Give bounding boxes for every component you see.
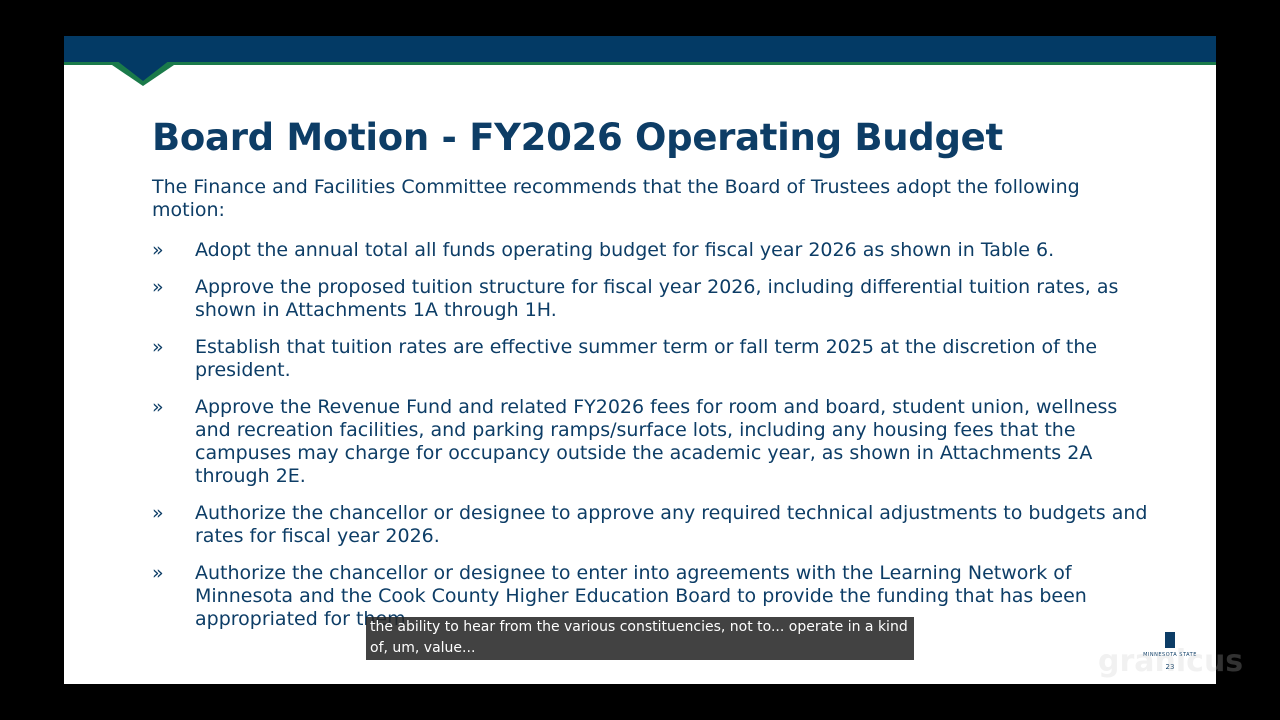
list-item: » Authorize the chancellor or designee to… bbox=[152, 562, 1152, 631]
bullet-text: Establish that tuition rates are effecti… bbox=[195, 336, 1098, 381]
motion-list: » Adopt the annual total all funds operat… bbox=[152, 239, 1152, 645]
bullet-text: Adopt the annual total all funds operati… bbox=[195, 239, 1055, 261]
bullet-text: Authorize the chancellor or designee to … bbox=[195, 502, 1148, 547]
list-item: » Authorize the chancellor or designee to… bbox=[152, 502, 1152, 548]
slide-header-accent-line bbox=[64, 62, 1216, 65]
watermark: granicus bbox=[1098, 644, 1244, 679]
logo-flag-icon bbox=[1165, 632, 1175, 648]
bullet-icon: » bbox=[152, 239, 164, 261]
bullet-icon: » bbox=[152, 396, 164, 418]
slide-intro: The Finance and Facilities Committee rec… bbox=[152, 176, 1080, 221]
page-number: 23 bbox=[1165, 663, 1175, 671]
list-item: » Establish that tuition rates are effect… bbox=[152, 336, 1152, 382]
bullet-icon: » bbox=[152, 502, 164, 524]
bullet-icon: » bbox=[152, 276, 164, 298]
list-item: » Adopt the annual total all funds operat… bbox=[152, 239, 1152, 262]
bullet-text: Authorize the chancellor or designee to … bbox=[195, 562, 1087, 630]
bullet-text: Approve the proposed tuition structure f… bbox=[195, 276, 1119, 321]
minnesota-state-logo: MINNESOTA STATE 23 bbox=[1138, 632, 1202, 671]
bullet-text: Approve the Revenue Fund and related FY2… bbox=[195, 396, 1118, 487]
bullet-icon: » bbox=[152, 562, 164, 584]
logo-text: MINNESOTA STATE bbox=[1143, 652, 1197, 658]
slide-header-bar bbox=[64, 36, 1216, 62]
list-item: » Approve the proposed tuition structure … bbox=[152, 276, 1152, 322]
slide-title: Board Motion - FY2026 Operating Budget bbox=[152, 116, 1003, 159]
closed-caption: the ability to hear from the various con… bbox=[366, 617, 914, 660]
list-item: » Approve the Revenue Fund and related FY… bbox=[152, 396, 1152, 488]
header-chevron-icon bbox=[112, 60, 174, 86]
bullet-icon: » bbox=[152, 336, 164, 358]
slide: Board Motion - FY2026 Operating Budget T… bbox=[64, 36, 1216, 684]
